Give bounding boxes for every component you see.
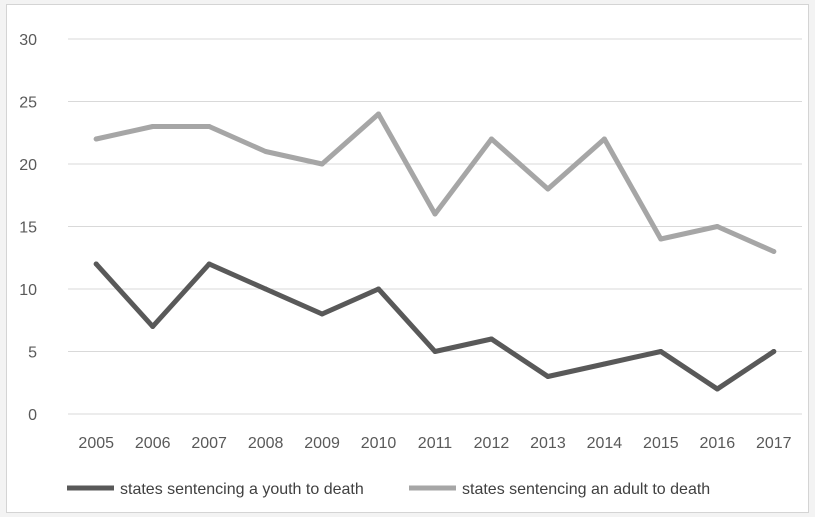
x-tick-label: 2011: [418, 435, 453, 452]
x-tick-label: 2012: [474, 435, 510, 452]
legend-label: states sentencing an adult to death: [462, 481, 710, 498]
x-tick-label: 2016: [700, 435, 736, 452]
y-tick-label: 30: [19, 32, 37, 49]
data-point: [545, 374, 551, 379]
x-tick-label: 2013: [530, 435, 566, 452]
data-point: [93, 136, 99, 142]
data-point: [488, 336, 494, 342]
legend: states sentencing a youth to death states…: [67, 481, 710, 498]
data-point: [150, 324, 156, 329]
data-point: [658, 236, 664, 242]
data-point: [714, 386, 720, 392]
data-point: [601, 361, 607, 367]
data-point: [93, 261, 99, 267]
x-axis-ticks: 2005 2006 2007 2008 2009 2010 2011 2012 2013 2014…: [78, 435, 791, 452]
data-point: [658, 349, 664, 354]
data-point: [206, 261, 212, 267]
x-tick-label: 2014: [587, 435, 623, 452]
data-point: [319, 161, 325, 167]
y-tick-label: 20: [19, 157, 37, 174]
series-line-1: [93, 111, 777, 254]
data-point: [432, 211, 438, 217]
series-line-0: [93, 261, 777, 392]
x-tick-label: 2010: [361, 435, 397, 452]
legend-label: states sentencing a youth to death: [120, 481, 364, 498]
x-tick-label: 2009: [304, 435, 340, 452]
data-point: [376, 286, 382, 292]
x-tick-label: 2008: [248, 435, 284, 452]
gridlines: [68, 38, 802, 415]
y-tick-label: 25: [19, 95, 37, 112]
data-point: [263, 149, 269, 154]
data-point: [206, 124, 212, 129]
line-chart: 0 5 10 15 20 25 30 2005 2006 2007 2008 2009 2010 201…: [19, 32, 802, 498]
x-tick-label: 2015: [643, 435, 679, 452]
data-point: [376, 111, 382, 117]
data-point: [263, 286, 269, 292]
data-point: [714, 224, 720, 229]
x-tick-label: 2007: [191, 435, 227, 452]
series-lines: [93, 111, 777, 392]
data-point: [319, 311, 325, 317]
y-tick-label: 10: [19, 282, 37, 299]
data-point: [601, 136, 607, 142]
x-tick-label: 2005: [78, 435, 114, 452]
x-tick-label: 2017: [756, 435, 792, 452]
data-point: [771, 249, 777, 254]
y-tick-label: 0: [28, 407, 37, 424]
y-tick-label: 5: [28, 345, 37, 362]
data-point: [488, 136, 494, 142]
y-axis-ticks: 0 5 10 15 20 25 30: [19, 32, 37, 424]
data-point: [432, 349, 438, 354]
x-tick-label: 2006: [135, 435, 171, 452]
chart-frame: 0 5 10 15 20 25 30 2005 2006 2007 2008 2009 2010 201…: [6, 4, 809, 513]
data-point: [150, 124, 156, 129]
data-point: [771, 349, 777, 354]
y-tick-label: 15: [19, 220, 37, 237]
data-point: [545, 186, 551, 192]
